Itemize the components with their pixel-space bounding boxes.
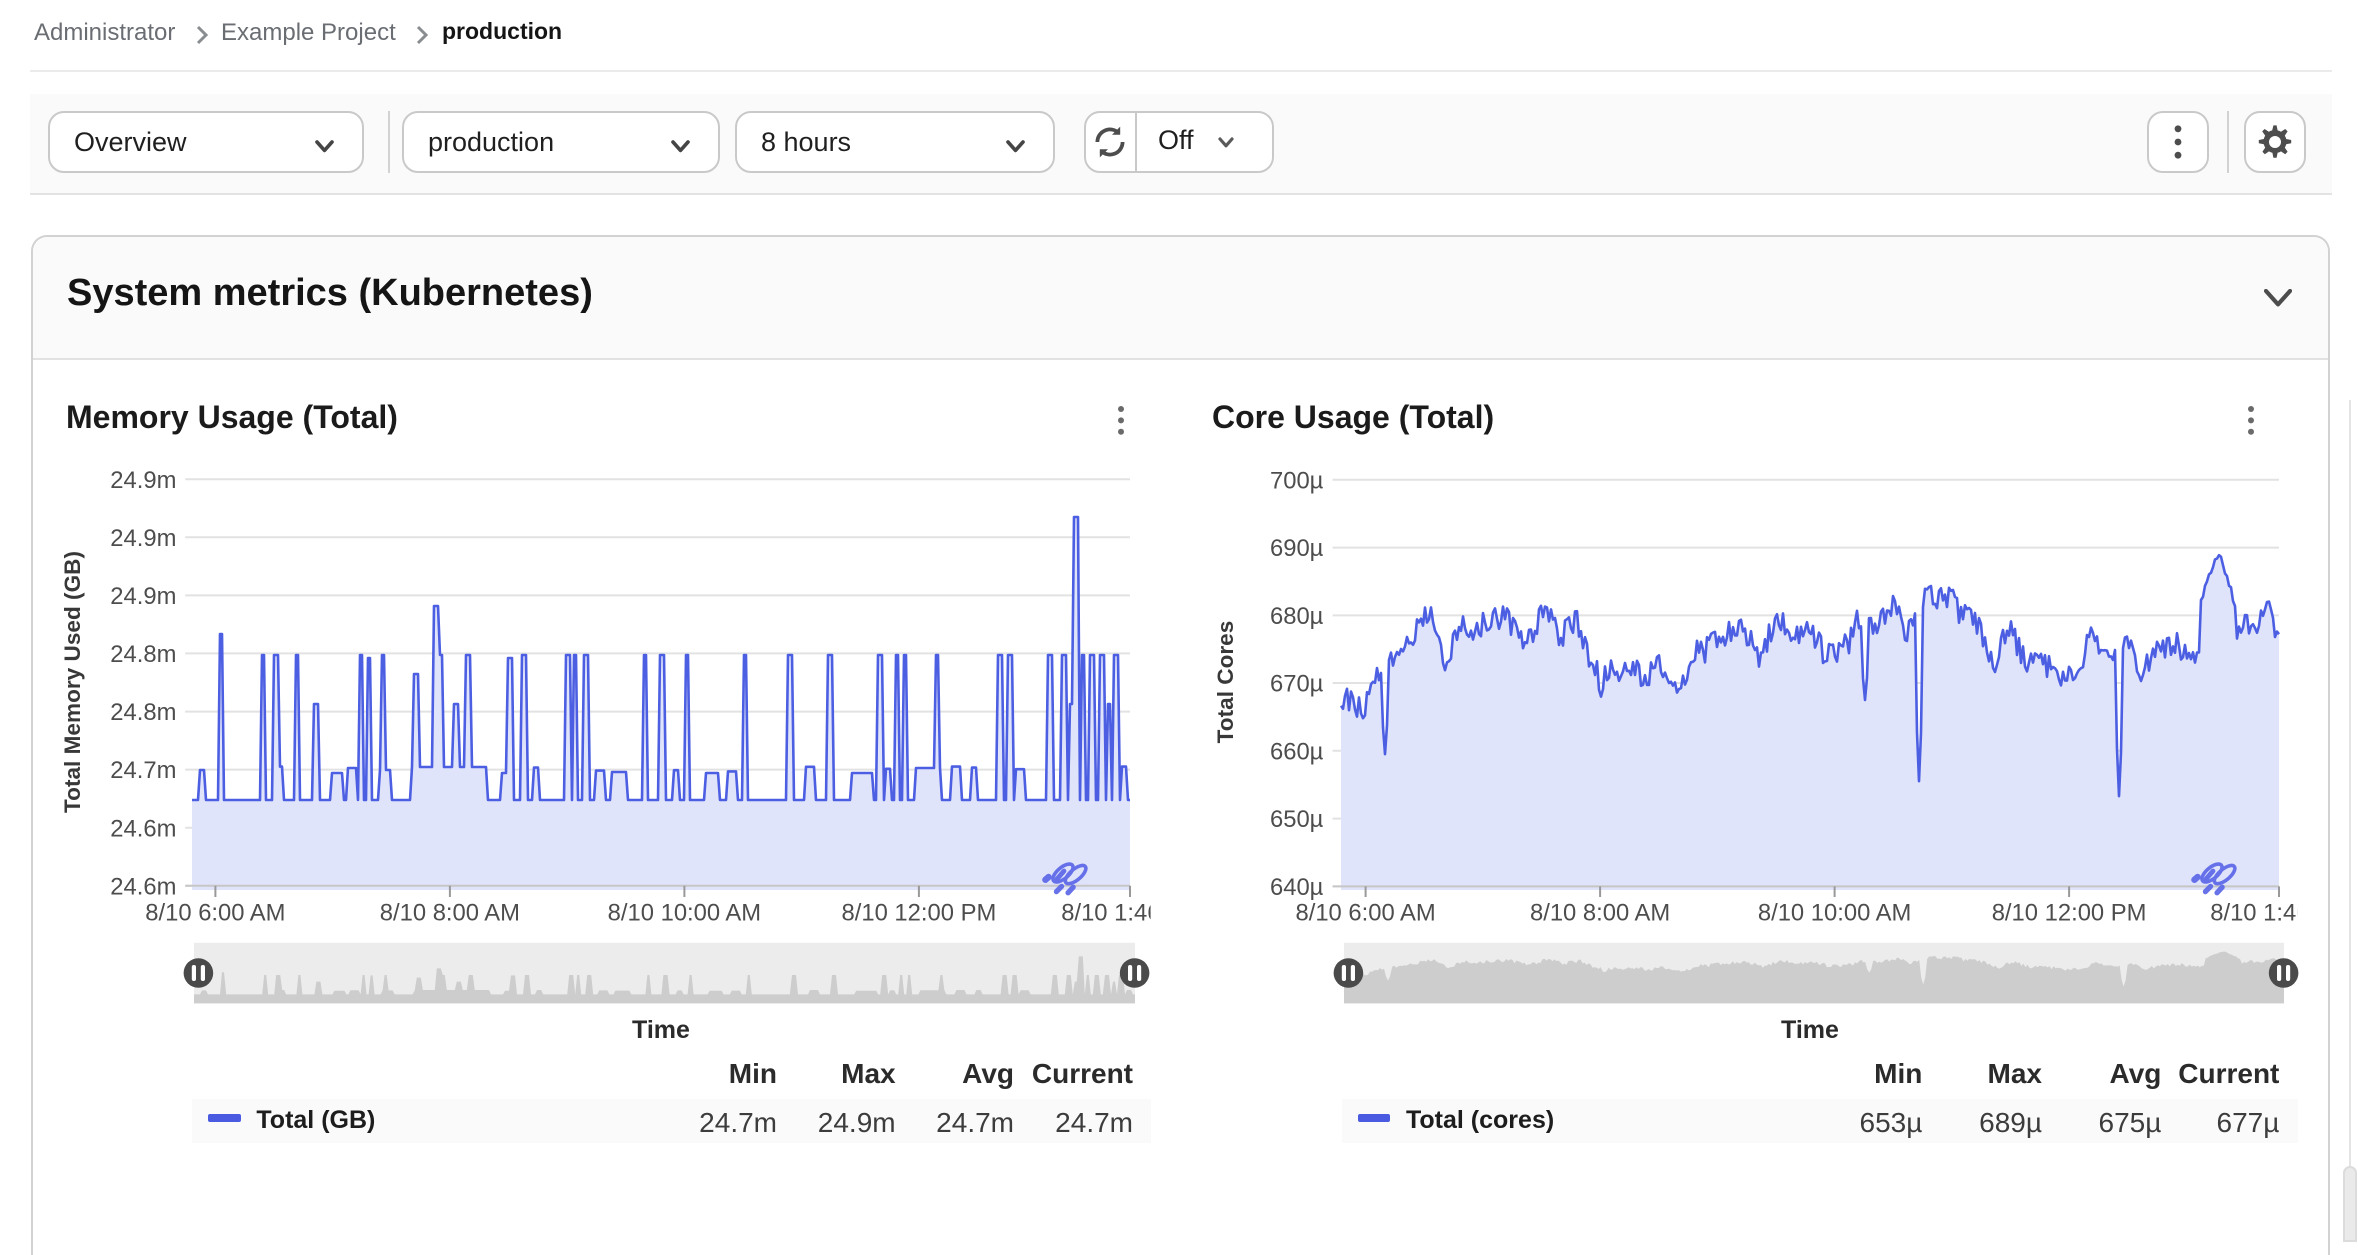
svg-text:24.8m: 24.8m (110, 641, 176, 668)
svg-text:660µ: 660µ (1270, 738, 1324, 765)
svg-text:24.9m: 24.9m (110, 467, 176, 494)
svg-text:Total Cores: Total Cores (1213, 621, 1238, 744)
svg-text:Total Memory Used (GB): Total Memory Used (GB) (60, 551, 85, 813)
svg-text:680µ: 680µ (1270, 603, 1324, 630)
svg-text:8/10 8:00 AM: 8/10 8:00 AM (380, 899, 520, 926)
svg-text:8/10 6:00 AM: 8/10 6:00 AM (145, 899, 285, 926)
svg-text:24.6m: 24.6m (110, 815, 176, 842)
svg-text:650µ: 650µ (1270, 806, 1324, 833)
svg-text:24.9m: 24.9m (110, 525, 176, 552)
svg-text:8/10 12:00 PM: 8/10 12:00 PM (842, 899, 997, 926)
svg-text:690µ: 690µ (1270, 535, 1324, 562)
svg-text:24.9m: 24.9m (110, 583, 176, 610)
svg-text:670µ: 670µ (1270, 671, 1324, 698)
svg-text:8/10 12:00 PM: 8/10 12:00 PM (1992, 899, 2147, 926)
svg-text:700µ: 700µ (1270, 467, 1324, 494)
svg-text:640µ: 640µ (1270, 874, 1324, 901)
svg-text:8/10 1:46 PM: 8/10 1:46 PM (1061, 899, 1203, 926)
svg-text:24.8m: 24.8m (110, 699, 176, 726)
svg-text:8/10 1:46 PM: 8/10 1:46 PM (2210, 899, 2352, 926)
svg-text:8/10 10:00 AM: 8/10 10:00 AM (608, 899, 761, 926)
svg-text:8/10 6:00 AM: 8/10 6:00 AM (1295, 899, 1435, 926)
svg-text:24.7m: 24.7m (110, 757, 176, 784)
svg-text:8/10 8:00 AM: 8/10 8:00 AM (1530, 899, 1670, 926)
svg-text:24.6m: 24.6m (110, 873, 176, 900)
svg-text:8/10 10:00 AM: 8/10 10:00 AM (1758, 899, 1911, 926)
